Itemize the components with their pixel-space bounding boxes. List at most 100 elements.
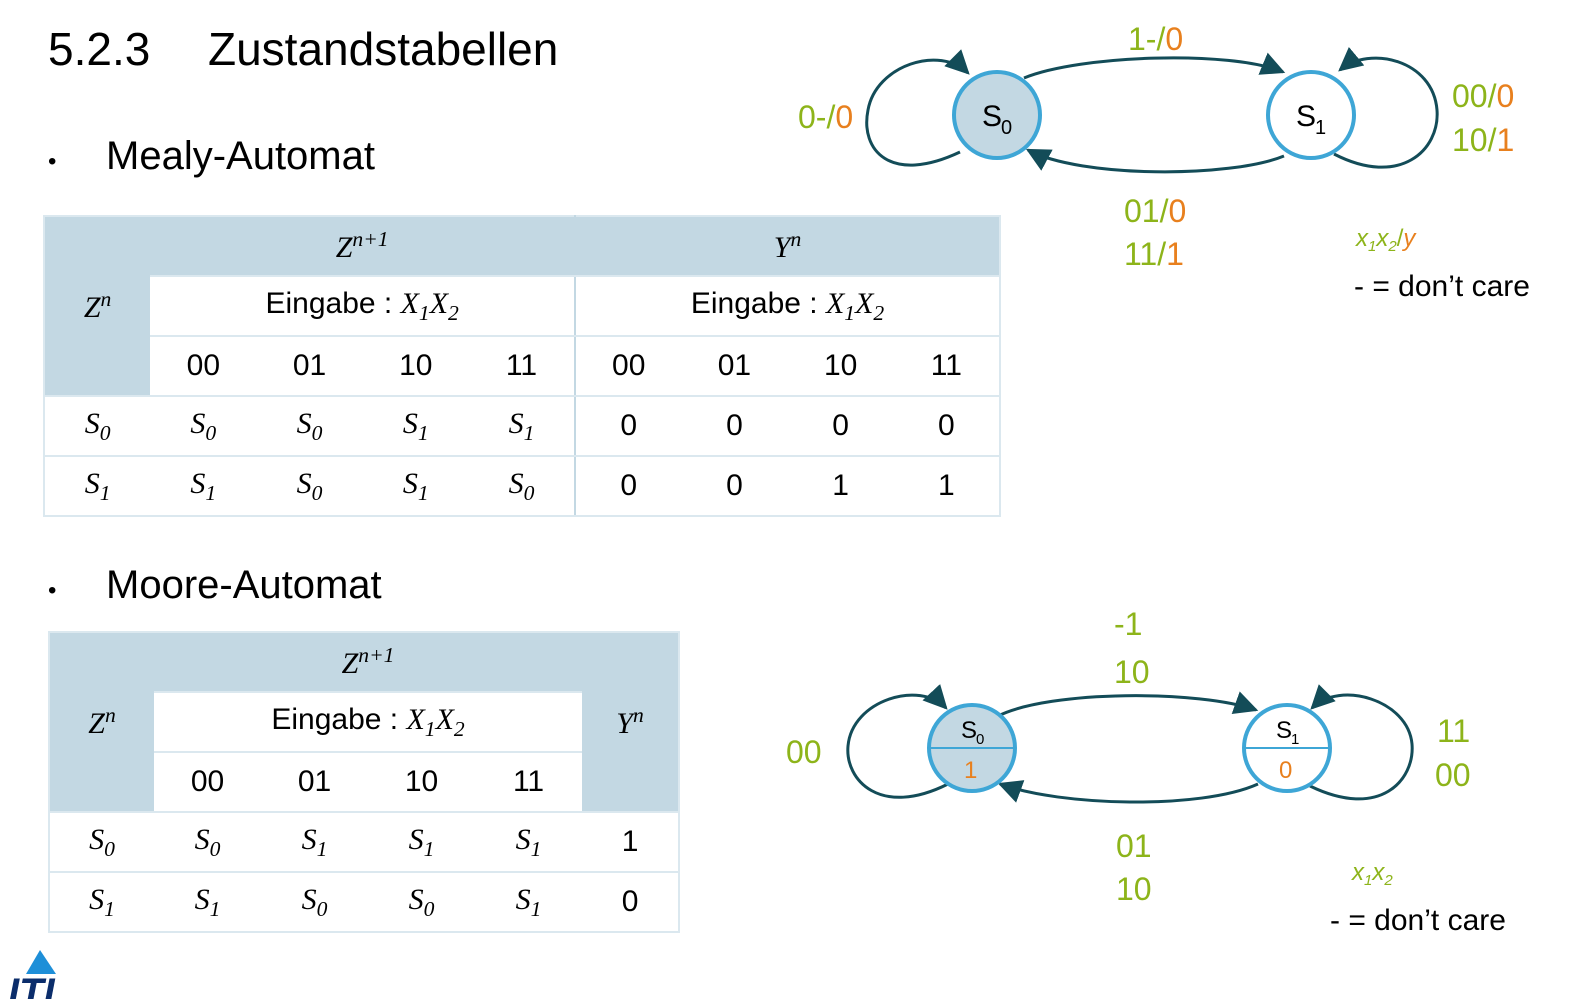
moore-row-header: Zn xyxy=(49,632,154,813)
moore-output-header: Yn xyxy=(582,632,679,813)
table-row: S0 S0 S1 S1 S1 1 xyxy=(49,812,679,873)
edge-label: 10 xyxy=(1116,871,1152,907)
next-state-cell: S1 xyxy=(475,872,583,933)
next-state-cell: S0 xyxy=(261,872,369,933)
bullet-icon: • xyxy=(48,577,57,604)
next-state-cell: S1 xyxy=(261,812,369,873)
edge-s1-s1 xyxy=(1333,46,1439,169)
svg-text:S: S xyxy=(982,100,1002,133)
mealy-input-label-out: Eingabe : X1X2 xyxy=(574,276,1000,337)
svg-text:1: 1 xyxy=(964,757,977,784)
table-row: S1 S1 S0 S0 S1 0 xyxy=(49,872,679,933)
output-cell: 0 xyxy=(574,396,682,457)
output-cell: 0 xyxy=(787,396,894,457)
mealy-heading-text: Mealy-Automat xyxy=(106,134,375,178)
mealy-input-label-next: Eingabe : X1X2 xyxy=(150,276,576,337)
moore-heading-text: Moore-Automat xyxy=(106,563,382,607)
next-state-cell: S1 xyxy=(368,812,476,873)
moore-input-col: 00 xyxy=(154,752,262,813)
edge-s0-s0 xyxy=(865,49,970,167)
next-state-cell: S1 xyxy=(468,396,576,457)
next-state-cell: S0 xyxy=(256,396,363,457)
legend-format: x1x2 xyxy=(1351,859,1393,889)
mealy-input-col: 11 xyxy=(468,336,576,397)
edge-label: -1 xyxy=(1114,606,1142,642)
state-cell: S0 xyxy=(49,812,154,873)
output-cell: 1 xyxy=(787,456,894,517)
legend-dont-care: - = don’t care xyxy=(1330,904,1506,937)
mealy-output-header: Yn xyxy=(574,216,1000,277)
svg-text:S: S xyxy=(1296,100,1316,133)
output-cell: 0 xyxy=(893,396,1000,457)
edge-label: 00 xyxy=(786,734,822,770)
next-state-cell: S1 xyxy=(154,872,262,933)
edge-s0-s1 xyxy=(1023,52,1286,80)
moore-state-table: Zn Zn+1 Yn Eingabe : X1X2 00 01 10 11 S0… xyxy=(48,631,680,933)
edge-label: 10/1 xyxy=(1452,122,1514,158)
svg-text:1: 1 xyxy=(1291,731,1299,748)
mealy-state-diagram: S0 S1 0-/0 1-/0 01/0 11/1 00/0 10/1 x1x2… xyxy=(798,21,1530,303)
output-cell: 0 xyxy=(574,456,682,517)
mealy-input-col: 11 xyxy=(893,336,1000,397)
svg-text:1: 1 xyxy=(1315,117,1326,139)
mealy-input-col: 01 xyxy=(256,336,363,397)
edge-label: 00/0 xyxy=(1452,78,1514,114)
edge-label: 10 xyxy=(1114,654,1150,690)
state-cell: S1 xyxy=(44,456,151,517)
section-title: Zustandstabellen xyxy=(208,23,559,75)
next-state-cell: S1 xyxy=(150,456,257,517)
edge-label: 00 xyxy=(1435,757,1471,793)
mealy-input-col: 10 xyxy=(787,336,894,397)
output-cell: 1 xyxy=(582,812,679,873)
svg-text:0: 0 xyxy=(1279,757,1292,784)
table-row: S0 S0 S0 S1 S1 0 0 0 0 xyxy=(44,396,1000,457)
state-s1: S1 0 xyxy=(1242,703,1332,793)
svg-text:ITI: ITI xyxy=(8,971,56,999)
svg-text:S: S xyxy=(961,717,977,744)
section-number: 5.2.3 xyxy=(48,23,151,75)
mealy-state-table: Zn Zn+1 Yn Eingabe : X1X2 Eingabe : X1X2… xyxy=(43,215,1001,517)
legend-format: x1x2/y xyxy=(1355,225,1417,255)
moore-state-diagram: S0 1 S1 0 00 -1 10 01 10 11 00 x1x2 - = … xyxy=(786,606,1506,937)
edge-label: 01 xyxy=(1116,828,1152,864)
edge-label: 1-/0 xyxy=(1128,21,1183,57)
svg-text:S: S xyxy=(1276,717,1292,744)
next-state-cell: S0 xyxy=(256,456,363,517)
iti-logo: ITI xyxy=(6,950,86,999)
svg-text:0: 0 xyxy=(976,731,984,748)
output-cell: 0 xyxy=(681,396,788,457)
next-state-cell: S0 xyxy=(468,456,576,517)
next-state-cell: S1 xyxy=(475,812,583,873)
mealy-input-col: 10 xyxy=(362,336,469,397)
state-s0: S0 1 xyxy=(927,703,1017,793)
page-title: 5.2.3 Zustandstabellen xyxy=(48,22,558,76)
next-state-cell: S1 xyxy=(362,456,469,517)
edge-label: 0-/0 xyxy=(798,99,853,135)
output-cell: 0 xyxy=(681,456,788,517)
moore-input-col: 01 xyxy=(261,752,369,813)
svg-text:0: 0 xyxy=(1001,117,1012,139)
edge-s1-s0 xyxy=(1025,148,1285,174)
next-state-cell: S0 xyxy=(150,396,257,457)
state-s1: S1 xyxy=(1266,70,1356,160)
edge-s0-s1 xyxy=(997,691,1259,718)
mealy-row-header: Zn xyxy=(44,216,151,397)
moore-next-state-header: Zn+1 xyxy=(154,632,583,693)
edge-label: 11 xyxy=(1437,713,1470,749)
edge-s1-s1 xyxy=(1309,684,1414,801)
edge-s1-s0 xyxy=(997,780,1259,804)
bullet-icon: • xyxy=(48,148,57,175)
output-cell: 1 xyxy=(893,456,1000,517)
mealy-next-state-header: Zn+1 xyxy=(150,216,576,277)
next-state-cell: S1 xyxy=(362,396,469,457)
state-s0: S0 xyxy=(952,70,1042,160)
mealy-heading: • Mealy-Automat xyxy=(48,134,448,184)
moore-input-label: Eingabe : X1X2 xyxy=(154,692,583,753)
legend-dont-care: - = don’t care xyxy=(1354,270,1530,303)
table-row: S1 S1 S0 S1 S0 0 0 1 1 xyxy=(44,456,1000,517)
next-state-cell: S0 xyxy=(368,872,476,933)
mealy-input-col: 00 xyxy=(150,336,257,397)
moore-input-col: 10 xyxy=(368,752,476,813)
mealy-input-col: 01 xyxy=(681,336,788,397)
edge-s0-s0 xyxy=(846,684,949,799)
